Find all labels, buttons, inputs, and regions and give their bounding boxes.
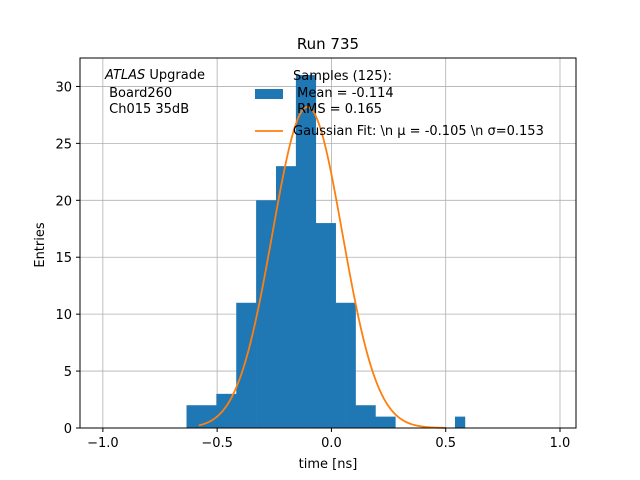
plot-frame bbox=[79, 57, 577, 429]
annotation-line-1: ATLAS Upgrade bbox=[104, 68, 205, 83]
fit-line bbox=[198, 106, 446, 429]
y-tick-label: 15 bbox=[55, 251, 72, 266]
histogram-bar bbox=[454, 416, 466, 428]
histogram-bars bbox=[186, 75, 466, 429]
histogram-bar bbox=[266, 200, 277, 428]
x-tick-label: 1.0 bbox=[550, 436, 571, 451]
annotation-line-2: Board260 bbox=[105, 86, 172, 101]
histogram-bar bbox=[295, 75, 307, 429]
atlas-annotation: ATLAS Upgrade Board260 Ch015 35dB bbox=[104, 68, 205, 117]
histogram-bar bbox=[196, 405, 207, 428]
histogram-bar bbox=[365, 405, 376, 428]
histogram-bar bbox=[385, 416, 396, 428]
x-tick-label: −1.0 bbox=[87, 436, 119, 451]
chart-title: Run 735 bbox=[297, 35, 359, 53]
y-tick-label: 20 bbox=[55, 194, 72, 209]
histogram-bar bbox=[345, 302, 356, 428]
y-tick-label: 5 bbox=[64, 365, 72, 380]
histogram-bar bbox=[305, 75, 317, 429]
histogram-bar bbox=[285, 166, 297, 428]
histogram-bar bbox=[256, 200, 267, 428]
y-axis-label: Entries bbox=[33, 222, 48, 268]
x-tick-label: 0.5 bbox=[435, 436, 456, 451]
x-tick-label: 0.0 bbox=[321, 436, 342, 451]
histogram-bar bbox=[276, 166, 287, 428]
legend-fit-label: Gaussian Fit: \n μ = -0.105 \n σ=0.153 bbox=[293, 124, 544, 139]
histogram-bar bbox=[315, 223, 327, 428]
histogram-bar bbox=[236, 302, 247, 428]
annotation-atlas: ATLAS bbox=[104, 68, 145, 83]
histogram-bar bbox=[375, 416, 386, 428]
x-tick-label: −0.5 bbox=[201, 436, 233, 451]
y-tick-label: 10 bbox=[55, 308, 72, 323]
histogram-bar bbox=[246, 302, 257, 428]
histogram-bar bbox=[216, 393, 227, 428]
gaussian-fit-curve bbox=[198, 106, 446, 429]
y-tick-label: 25 bbox=[55, 137, 72, 152]
annotation-upgrade: Upgrade bbox=[145, 68, 205, 83]
y-tick-label: 0 bbox=[64, 422, 72, 437]
histogram-bar bbox=[226, 393, 237, 428]
legend-hist-line-1: Samples (125): bbox=[293, 69, 392, 84]
legend: Samples (125): Mean = -0.114 RMS = 0.165… bbox=[255, 69, 544, 139]
y-axis-ticks: 0 5 10 15 20 25 30 bbox=[55, 80, 80, 437]
x-axis-ticks: −1.0 −0.5 0.0 0.5 1.0 bbox=[87, 428, 570, 451]
histogram-bar bbox=[206, 405, 217, 428]
legend-hist-swatch bbox=[255, 89, 283, 99]
histogram-bar bbox=[355, 405, 366, 428]
legend-hist-line-2: Mean = -0.114 bbox=[293, 86, 394, 101]
histogram-bar bbox=[325, 223, 336, 428]
histogram-bar bbox=[335, 302, 346, 428]
histogram-bar bbox=[186, 405, 197, 428]
annotation-line-3: Ch015 35dB bbox=[105, 102, 189, 117]
legend-hist-line-3: RMS = 0.165 bbox=[293, 102, 382, 117]
y-tick-label: 30 bbox=[55, 80, 72, 95]
x-axis-label: time [ns] bbox=[299, 457, 358, 472]
